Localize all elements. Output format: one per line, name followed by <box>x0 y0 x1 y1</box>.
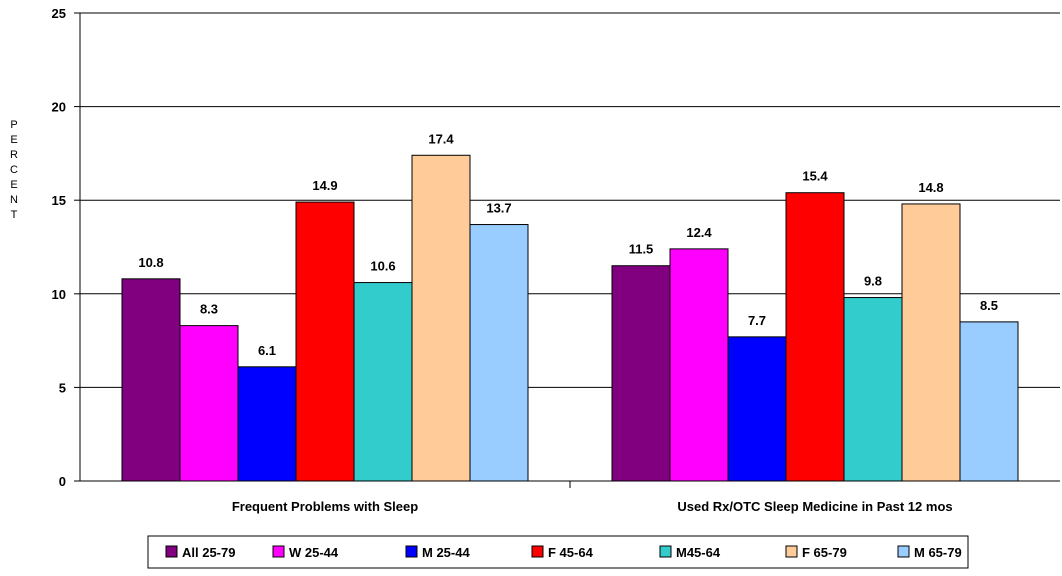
y-axis-title-letter: R <box>10 149 18 161</box>
data-label: 12.4 <box>686 225 712 240</box>
bar <box>901 203 961 482</box>
data-label: 13.7 <box>486 201 511 216</box>
bar <box>959 321 1019 482</box>
y-tick-label: 15 <box>52 193 66 208</box>
legend-label: M 65-79 <box>914 545 962 560</box>
bars <box>121 154 1019 482</box>
data-label: 6.1 <box>258 343 276 358</box>
y-axis-title-letter: E <box>10 179 17 191</box>
bar <box>469 224 529 482</box>
bar <box>785 192 845 482</box>
bar <box>727 336 787 482</box>
legend-label: F 45-64 <box>548 545 594 560</box>
y-axis-title-letter: E <box>10 134 17 146</box>
legend-label: All 25-79 <box>182 545 235 560</box>
legend-label: M 25-44 <box>422 545 470 560</box>
legend: All 25-79 W 25-44 M 25-44 F 45-64 M45-64 F 65… <box>147 535 969 569</box>
data-label: 9.8 <box>864 274 882 289</box>
legend-swatch <box>272 545 285 558</box>
legend-swatch <box>785 545 798 558</box>
data-label: 7.7 <box>748 313 766 328</box>
y-tick-label: 5 <box>59 380 66 395</box>
bar <box>295 201 355 482</box>
legend-swatch <box>659 545 672 558</box>
bar <box>611 265 671 482</box>
legend-label: W 25-44 <box>289 545 339 560</box>
data-label: 11.5 <box>629 242 654 257</box>
bar <box>669 248 729 482</box>
axes: 0 5 10 15 20 25 Frequent Problems with Sleep Us… <box>52 6 1060 514</box>
data-label: 8.5 <box>980 298 998 313</box>
data-label: 10.6 <box>370 259 395 274</box>
bar <box>237 366 297 482</box>
legend-swatch <box>897 545 910 558</box>
y-tick-label: 20 <box>52 100 66 115</box>
bar <box>353 282 413 482</box>
y-axis-title-letter: C <box>10 164 18 176</box>
y-axis-title-letter: N <box>10 194 18 206</box>
bar <box>411 154 471 482</box>
y-tick-label: 25 <box>52 6 66 21</box>
legend-swatch <box>531 545 544 558</box>
data-label: 15.4 <box>802 169 828 184</box>
y-axis-title-letter: T <box>11 209 18 221</box>
data-label: 17.4 <box>428 131 454 146</box>
legend-box <box>147 535 969 569</box>
legend-swatch <box>165 545 178 558</box>
bar <box>843 297 903 482</box>
y-tick-label: 0 <box>59 474 66 489</box>
y-tick-label: 10 <box>52 287 66 302</box>
data-label: 14.9 <box>312 178 337 193</box>
x-tick-label: Used Rx/OTC Sleep Medicine in Past 12 mo… <box>677 499 952 514</box>
bar <box>179 325 239 482</box>
data-label: 14.8 <box>918 180 943 195</box>
legend-label: M45-64 <box>676 545 721 560</box>
data-label: 10.8 <box>138 255 163 270</box>
y-axis-title-letter: P <box>10 119 17 131</box>
data-label: 8.3 <box>200 302 218 317</box>
data-labels: 10.8 8.3 6.1 14.9 10.6 17.4 13.7 11.5 12.4 7.7 15.… <box>138 131 998 358</box>
legend-swatch <box>405 545 418 558</box>
bar <box>121 278 181 482</box>
legend-label: F 65-79 <box>802 545 847 560</box>
x-tick-label: Frequent Problems with Sleep <box>232 499 418 514</box>
